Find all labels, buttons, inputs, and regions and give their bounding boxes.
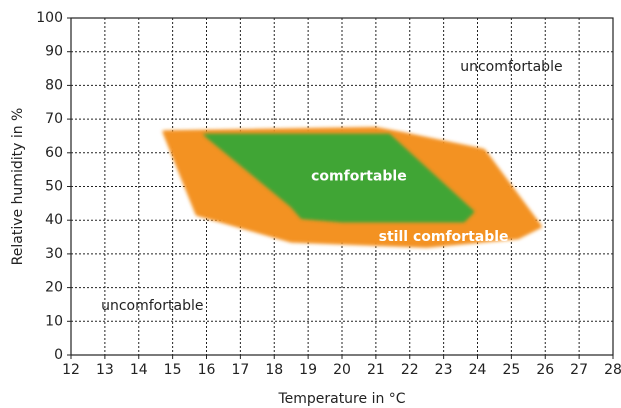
x-tick-label: 12 <box>62 362 80 378</box>
y-tick-label: 50 <box>45 179 63 195</box>
y-axis-title: Relative humidity in % <box>10 108 26 266</box>
x-tick-label: 25 <box>502 362 520 378</box>
y-tick-label: 40 <box>45 212 63 228</box>
y-tick-label: 100 <box>36 10 63 26</box>
annotations: uncomfortable uncomfortable <box>101 59 562 314</box>
x-tick-label: 27 <box>570 362 588 378</box>
uncomfortable-annotation: uncomfortable <box>460 59 562 75</box>
x-tick-label: 16 <box>198 362 216 378</box>
x-tick-label: 13 <box>96 362 114 378</box>
x-tick-label: 22 <box>401 362 419 378</box>
x-tick-label: 14 <box>130 362 148 378</box>
y-tick-label: 90 <box>45 44 63 60</box>
x-tick-label: 19 <box>299 362 317 378</box>
x-axis-title: Temperature in °C <box>277 391 405 407</box>
still-comfortable-label: still comfortable <box>379 229 509 245</box>
x-tick-label: 21 <box>367 362 385 378</box>
x-tick-label: 24 <box>469 362 487 378</box>
uncomfortable-annotation: uncomfortable <box>101 298 203 314</box>
y-tick-label: 0 <box>54 347 63 363</box>
x-tick-label: 20 <box>333 362 351 378</box>
plot-frame <box>67 17 614 359</box>
comfortable-label: comfortable <box>311 168 407 184</box>
y-tick-label: 70 <box>45 111 63 127</box>
x-tick-label: 26 <box>536 362 554 378</box>
x-tick-label: 23 <box>435 362 453 378</box>
comfortable-region <box>203 134 475 222</box>
y-tick-label: 60 <box>45 145 63 161</box>
y-tick-label: 10 <box>45 313 63 329</box>
comfort-regions: still comfortable comfortable <box>162 127 542 248</box>
x-tick-label: 15 <box>164 362 182 378</box>
y-tick-label: 80 <box>45 77 63 93</box>
tick-labels: 12 13 14 15 16 17 18 19 20 21 22 23 24 25 26 27 28 0 10 20 3… <box>36 10 621 378</box>
x-tick-label: 17 <box>231 362 249 378</box>
y-tick-label: 20 <box>45 280 63 296</box>
x-tick-label: 18 <box>265 362 283 378</box>
y-tick-label: 30 <box>45 246 63 262</box>
x-tick-label: 28 <box>604 362 621 378</box>
